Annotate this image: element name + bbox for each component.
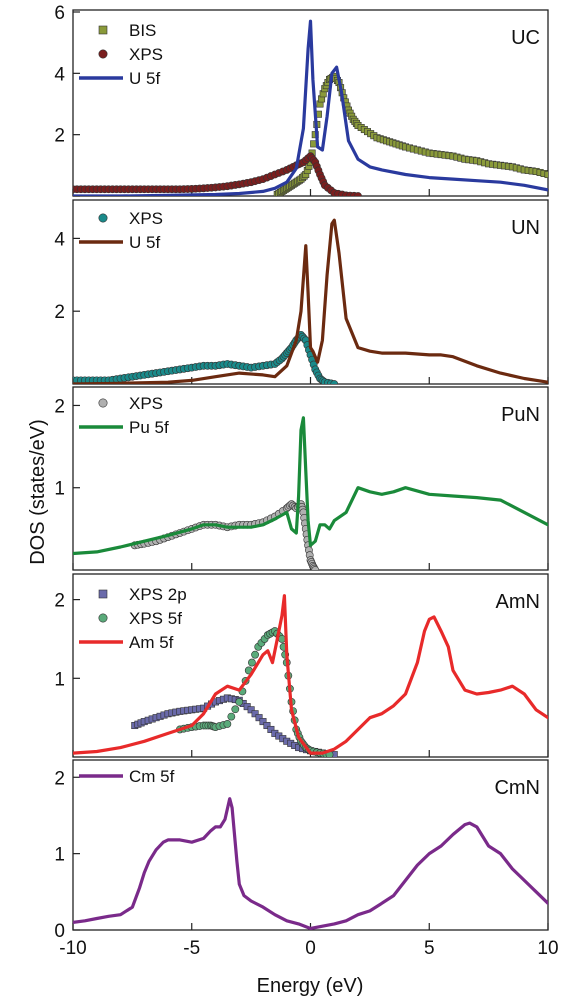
series-point <box>354 192 362 196</box>
panel-pun: 1 2 PuN XPS Pu 5f <box>54 386 549 571</box>
x-tick-label: 0 <box>305 938 316 959</box>
legend-item: XPS <box>98 209 163 228</box>
y-axis-title: DOS (states/eV) <box>27 419 49 565</box>
x-axis-title: Energy (eV) <box>257 975 364 997</box>
y-tick-label: 0 <box>54 921 65 942</box>
legend-label: Cm 5f <box>129 767 175 786</box>
series-point <box>544 171 548 179</box>
series-line-am-5f <box>73 594 548 755</box>
y-tick-label: 2 <box>54 768 65 789</box>
plot-area <box>73 797 548 930</box>
legend-label: Am 5f <box>129 633 174 652</box>
y-tick-label: 4 <box>54 64 65 85</box>
legend-item: XPS <box>98 394 163 413</box>
series-line-cm-5f <box>73 797 548 930</box>
series-point <box>263 722 271 730</box>
y-tick-label: 1 <box>54 669 65 690</box>
panel-label: CmN <box>494 777 540 799</box>
series-line-u-5f <box>73 218 548 384</box>
legend-label: BIS <box>129 21 156 40</box>
legend: XPS Pu 5f <box>79 394 169 437</box>
legend-item: XPS 2p <box>98 585 187 604</box>
series-point <box>227 712 236 721</box>
legend-item: XPS <box>98 45 163 64</box>
legend-label: XPS <box>129 394 163 413</box>
series-point <box>248 658 256 667</box>
panel-label: AmN <box>496 591 540 613</box>
y-tick-label: 1 <box>54 479 65 500</box>
x-tick-label: 10 <box>537 938 558 959</box>
legend-item: U 5f <box>79 233 160 252</box>
series-point <box>235 698 244 706</box>
panel-label: UN <box>511 217 540 239</box>
series-point <box>267 725 275 733</box>
legend-swatch <box>98 398 108 408</box>
series-point <box>251 710 259 718</box>
series-point <box>231 705 240 714</box>
x-tick-label: -5 <box>183 938 200 959</box>
plot-area <box>73 594 548 757</box>
legend-item: Pu 5f <box>79 418 169 437</box>
series-point <box>311 566 320 570</box>
panel-cmn: 0 1 2 CmN Cm 5f <box>54 759 549 942</box>
legend-item: Am 5f <box>79 633 174 652</box>
legend-item: BIS <box>98 21 156 40</box>
y-tick-label: 2 <box>54 591 65 612</box>
legend-item: XPS 5f <box>98 609 182 628</box>
legend-label: XPS <box>129 209 163 228</box>
panel-label: UC <box>511 27 540 49</box>
x-tick-label: 5 <box>424 938 435 959</box>
legend-swatch <box>98 589 108 599</box>
legend-swatch <box>98 25 108 35</box>
legend-label: XPS 2p <box>129 585 187 604</box>
panel-amn: 1 2 AmN XPS 2p XPS 5f Am 5f <box>54 573 549 758</box>
series-line-pu-5f <box>73 416 548 556</box>
legend-swatch <box>98 613 108 623</box>
panel-uc: 2 4 6 UC BIS XPS U 5f <box>54 3 549 197</box>
series-point <box>259 718 267 726</box>
legend-item: U 5f <box>79 69 160 88</box>
panel-un: 2 4 UN XPS U 5f <box>54 199 549 385</box>
plot-area <box>73 218 548 384</box>
y-tick-label: 1 <box>54 845 65 866</box>
series-point <box>251 650 259 659</box>
legend: Cm 5f <box>79 767 175 786</box>
y-tick-label: 6 <box>54 3 65 24</box>
legend: XPS U 5f <box>79 209 163 252</box>
legend: XPS 2p XPS 5f Am 5f <box>79 585 187 652</box>
series-line-u-5f <box>73 19 548 196</box>
legend-label: U 5f <box>129 69 160 88</box>
panel-label: PuN <box>501 404 540 426</box>
legend-label: XPS 5f <box>129 609 182 628</box>
legend-label: U 5f <box>129 233 160 252</box>
legend-label: Pu 5f <box>129 418 169 437</box>
plot-area <box>73 416 548 570</box>
y-tick-label: 2 <box>54 302 65 323</box>
y-tick-label: 4 <box>54 229 65 250</box>
legend-item: Cm 5f <box>79 767 175 786</box>
legend: BIS XPS U 5f <box>79 21 163 88</box>
series-point <box>247 706 255 714</box>
plot-area <box>73 19 548 196</box>
legend-label: XPS <box>129 45 163 64</box>
series-point <box>255 714 263 722</box>
x-axis-tick-labels: -10 -5 0 5 10 <box>59 938 558 959</box>
x-tick-label: -10 <box>59 938 86 959</box>
y-tick-label: 2 <box>54 126 65 147</box>
y-tick-label: 2 <box>54 396 65 417</box>
series-point <box>330 380 339 384</box>
legend-swatch <box>98 49 108 59</box>
series-point <box>223 720 232 728</box>
legend-swatch <box>98 213 108 223</box>
